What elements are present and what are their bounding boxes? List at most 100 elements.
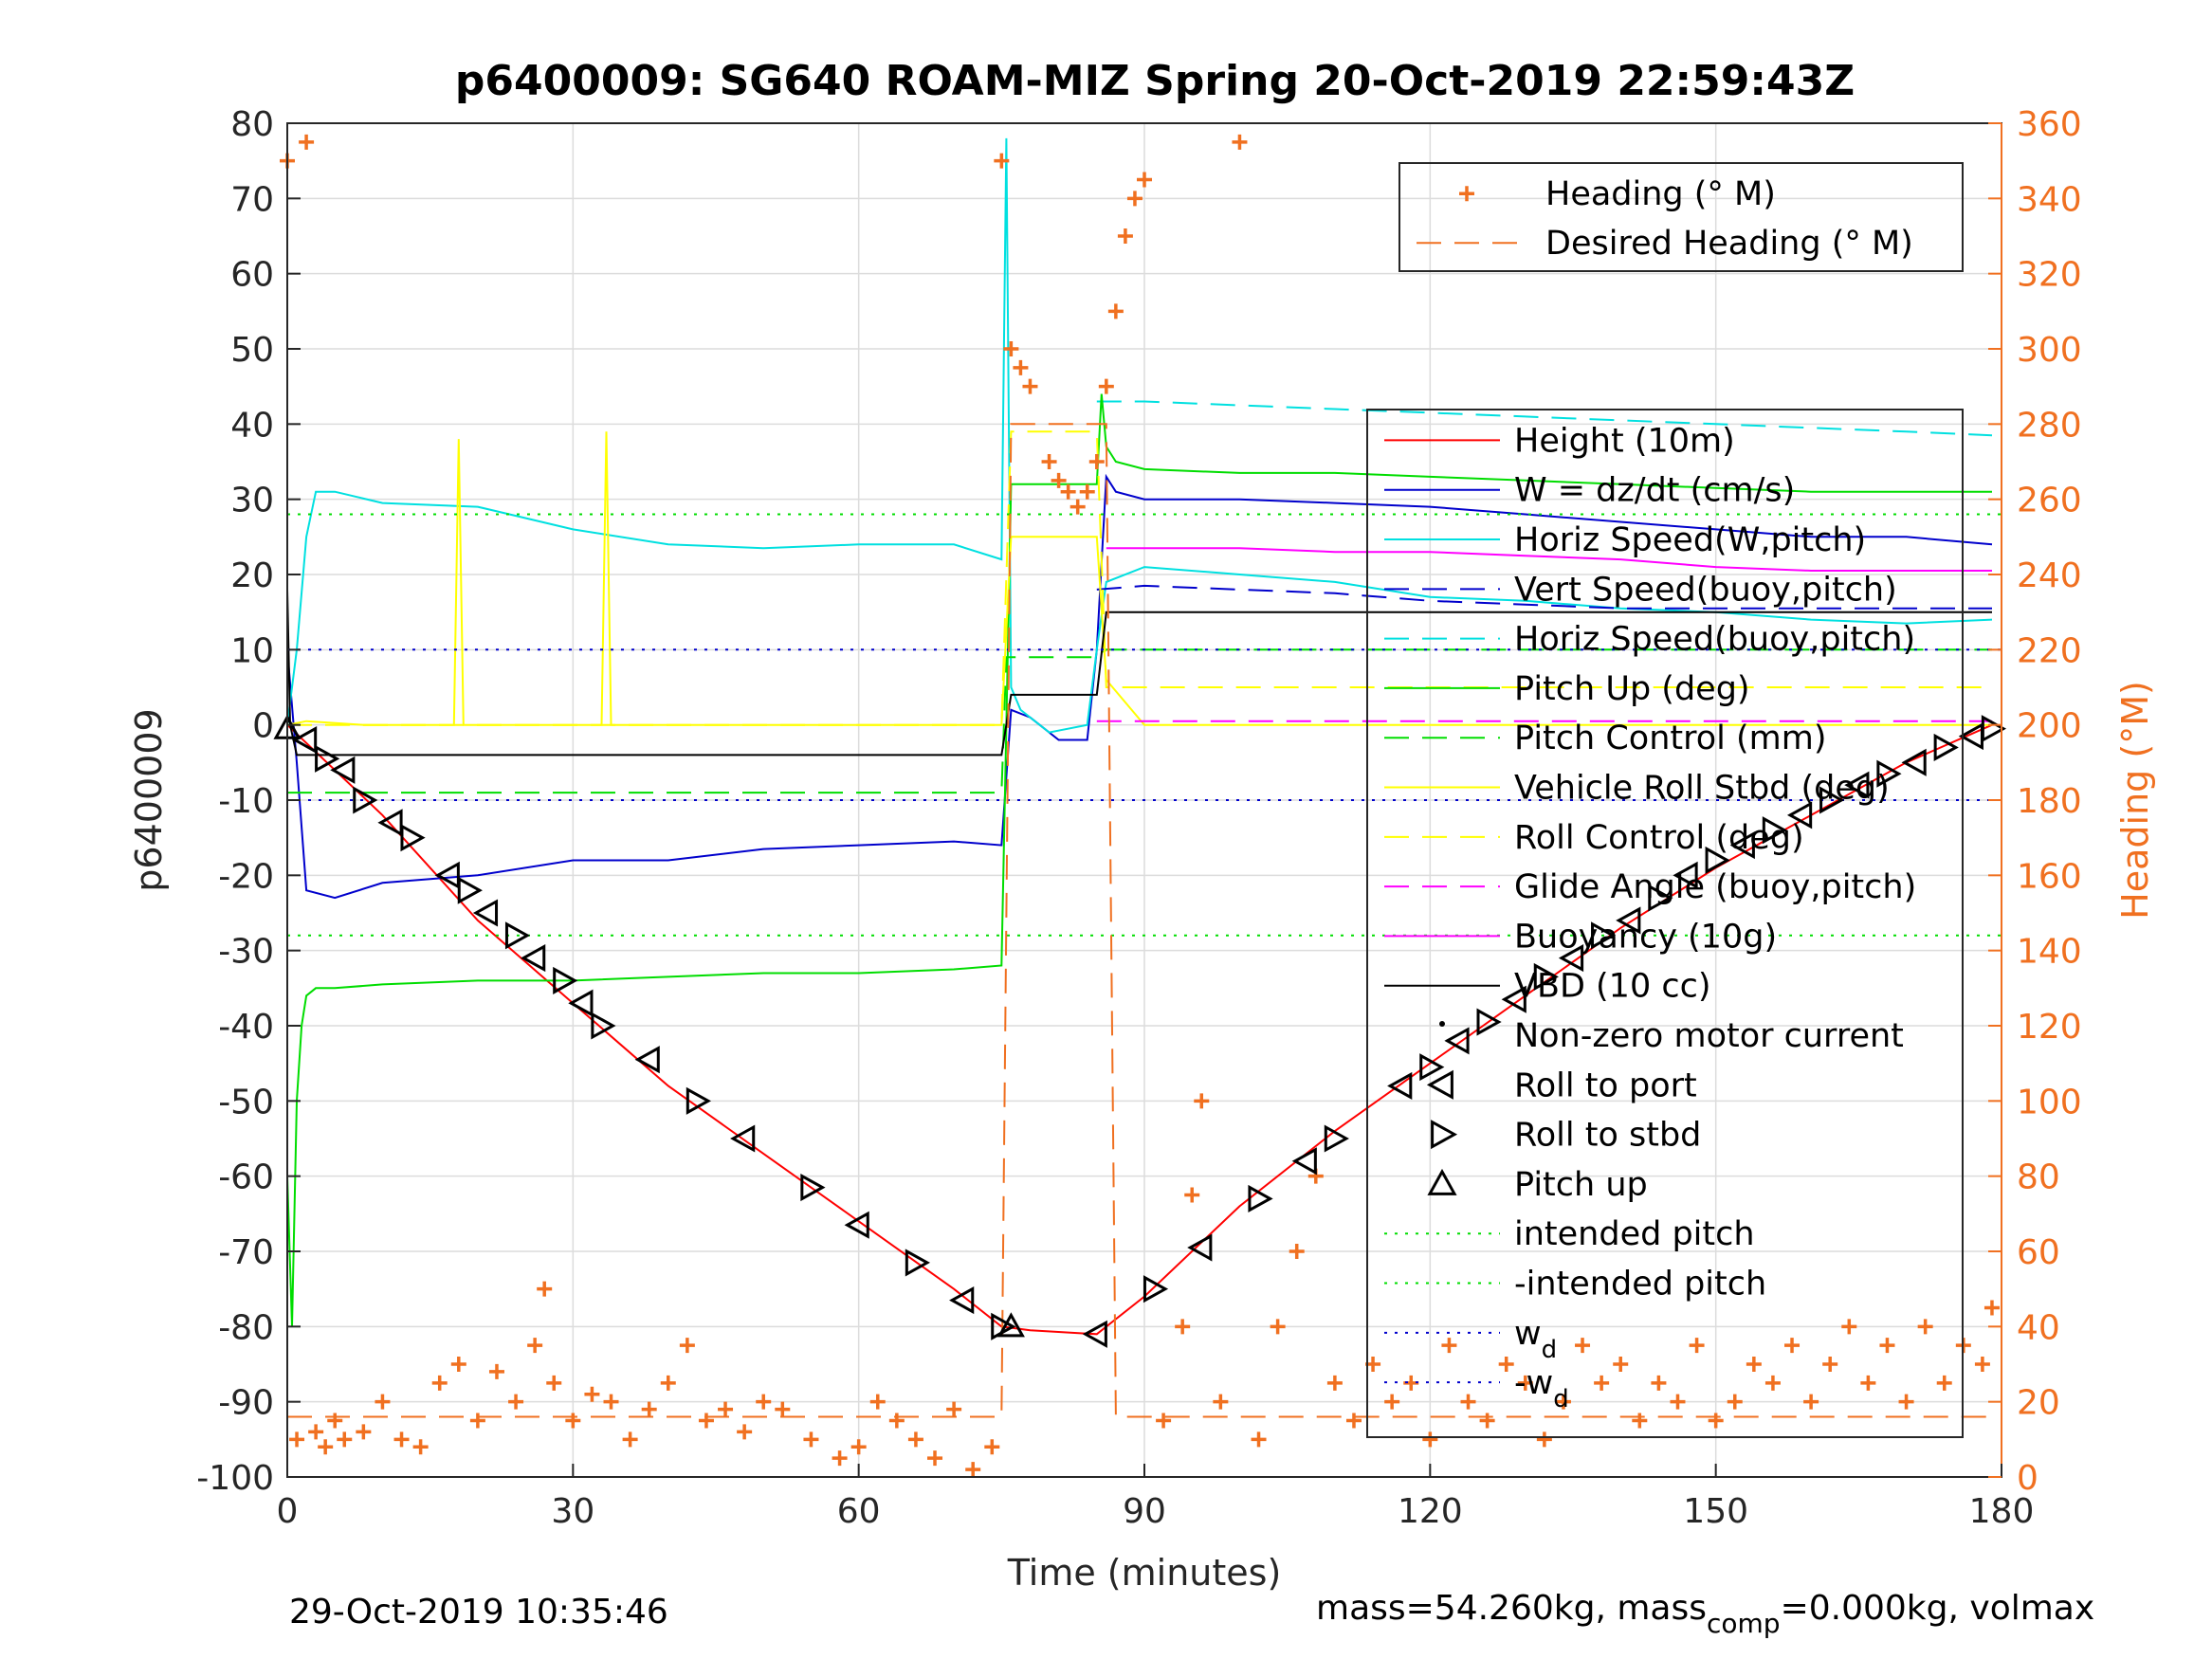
- heading-point: [1289, 1244, 1305, 1259]
- footer-mass-text: mass=54.260kg, mass: [1316, 1589, 1707, 1628]
- footer-mass-tail: =0.000kg, volmax: [1781, 1589, 2095, 1628]
- dive-marker: [400, 824, 426, 852]
- legend-box: [1398, 162, 1964, 272]
- x-tick-label: 0: [277, 1492, 299, 1531]
- heading-point: [289, 1431, 305, 1448]
- legend-label: Heading (° M): [1545, 175, 1776, 213]
- dive-marker: [1419, 1053, 1445, 1082]
- heading-point: [603, 1394, 619, 1410]
- heading-point: [1384, 1394, 1400, 1410]
- heading-point: [318, 1439, 334, 1455]
- dive-marker: [1533, 962, 1559, 991]
- x-tick-label: 180: [1969, 1492, 2035, 1531]
- heading-point: [1689, 1338, 1705, 1354]
- heading-point: [1156, 1413, 1172, 1429]
- dive-marker: [292, 725, 318, 755]
- y-tick-label: -30: [218, 933, 274, 972]
- dive-marker: [1387, 1071, 1413, 1101]
- dive-marker: [1291, 1147, 1317, 1176]
- legend-label: Roll to port: [1514, 1066, 1697, 1104]
- legend-label: W = dz/dt (cm/s): [1514, 472, 1795, 510]
- dive-marker: [1143, 1275, 1169, 1304]
- heading-point: [1746, 1357, 1762, 1372]
- y-right-tick-label: 20: [2017, 1384, 2060, 1423]
- heading-point: [1270, 1319, 1286, 1335]
- y-right-tick-label: 60: [2017, 1233, 2060, 1272]
- heading-point: [1117, 228, 1133, 244]
- heading-point: [1013, 359, 1029, 375]
- heading-point: [984, 1439, 1000, 1455]
- heading-point: [869, 1394, 886, 1410]
- heading-point: [641, 1401, 657, 1417]
- dive-marker: [1591, 921, 1617, 950]
- legend-label: Vert Speed(buoy,pitch): [1514, 571, 1897, 609]
- heading-point: [450, 1357, 466, 1372]
- heading-point: [1708, 1413, 1724, 1429]
- y-tick-label: 0: [252, 707, 274, 746]
- y-right-tick-label: 140: [2017, 933, 2082, 972]
- y-tick-label: -80: [218, 1308, 274, 1347]
- footer-mass-sub: comp: [1707, 1608, 1781, 1639]
- legend-label-sub: d: [1553, 1385, 1569, 1413]
- legend-heading: Heading (° M) Desired Heading (° M): [1398, 162, 1964, 272]
- heading-point: [1051, 472, 1067, 488]
- dive-marker: [315, 744, 340, 773]
- heading-point: [803, 1431, 819, 1448]
- legend-swatch: [1427, 1168, 1457, 1195]
- heading-point: [1003, 341, 1019, 356]
- y-right-tick-label: 160: [2017, 857, 2082, 896]
- heading-point: [698, 1413, 714, 1429]
- heading-point: [1126, 191, 1143, 207]
- y-right-tick-label: 180: [2017, 782, 2082, 821]
- dive-marker: [949, 1286, 975, 1315]
- legend-swatch: [1426, 1069, 1453, 1100]
- dive-marker: [1324, 1124, 1349, 1153]
- y-tick-label: -70: [218, 1233, 274, 1272]
- y-tick-label: 30: [230, 482, 274, 520]
- heading-point: [1213, 1394, 1229, 1410]
- legend-label: VBD (10 cc): [1514, 968, 1711, 1006]
- dive-marker: [996, 1312, 1025, 1338]
- legend-box: [1366, 409, 1964, 1438]
- heading-point: [299, 134, 315, 150]
- heading-point: [622, 1431, 638, 1448]
- heading-point: [1879, 1338, 1895, 1354]
- heading-point: [1536, 1431, 1552, 1448]
- dive-marker: [434, 861, 460, 889]
- x-tick-label: 60: [837, 1492, 881, 1531]
- heading-point: [508, 1394, 524, 1410]
- heading-point: [1784, 1338, 1801, 1354]
- legend-label: Horiz Speed(buoy,pitch): [1514, 621, 1915, 659]
- heading-point: [927, 1450, 943, 1467]
- series-line: [1096, 584, 1992, 610]
- heading-point: [1107, 303, 1124, 319]
- legend-swatch: [1459, 186, 1474, 202]
- heading-point: [469, 1413, 485, 1429]
- heading-point: [775, 1401, 791, 1417]
- heading-point: [1841, 1319, 1857, 1335]
- dive-marker: [1616, 906, 1641, 935]
- heading-point: [1983, 1300, 2000, 1316]
- series-line: [287, 648, 1992, 794]
- legend-label: Non-zero motor current: [1514, 1017, 1904, 1055]
- x-tick-label: 90: [1123, 1492, 1166, 1531]
- y-tick-label: -100: [196, 1459, 274, 1498]
- dive-marker: [472, 899, 499, 927]
- legend-swatch: [1439, 1021, 1445, 1028]
- series-line: [1096, 400, 1993, 437]
- heading-point: [1936, 1375, 1952, 1391]
- legend-label: Glide Angle (buoy,pitch): [1514, 868, 1916, 906]
- dive-marker: [353, 786, 378, 814]
- heading-point: [1479, 1413, 1495, 1429]
- heading-point: [1098, 378, 1114, 394]
- legend-label: -intended pitch: [1514, 1266, 1766, 1304]
- y-right-tick-label: 340: [2017, 180, 2082, 219]
- x-axis-label: Time (minutes): [1007, 1552, 1282, 1594]
- heading-point: [1594, 1375, 1610, 1391]
- dive-marker: [730, 1124, 756, 1153]
- heading-point: [1326, 1375, 1343, 1391]
- x-axis-ticks: 0 30 60 90 120 150 180: [277, 1464, 2035, 1531]
- y-right-tick-label: 80: [2017, 1158, 2060, 1197]
- heading-point: [431, 1375, 448, 1391]
- dive-marker: [905, 1249, 931, 1277]
